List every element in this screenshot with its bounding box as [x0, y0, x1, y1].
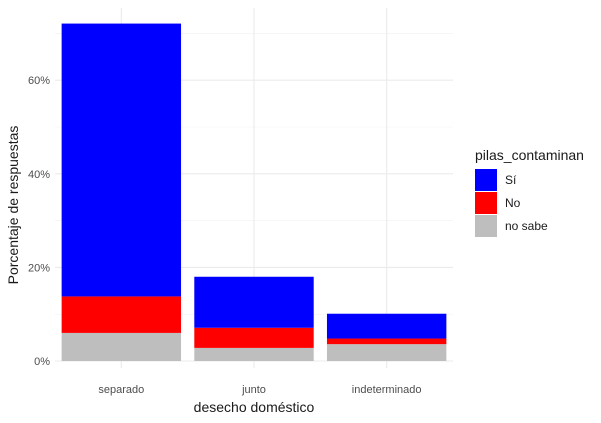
legend-title: pilas_contaminan: [475, 147, 584, 163]
x-axis-title: desecho doméstico: [194, 399, 315, 415]
bar-segment: [194, 327, 314, 348]
legend-key: [475, 215, 497, 237]
legend-label: no sabe: [505, 219, 548, 233]
bar-segment: [326, 344, 447, 361]
bars: [61, 23, 447, 361]
x-tick-label: junto: [241, 384, 266, 396]
legend: pilas_contaminan Sí No no sabe: [475, 147, 584, 237]
y-tick-label: 20%: [28, 262, 50, 274]
bar-segment: [61, 332, 182, 361]
bar-segment: [326, 338, 447, 345]
y-tick-label: 40%: [28, 169, 50, 181]
bar-segment: [326, 313, 447, 339]
bar-segment: [61, 23, 182, 297]
y-axis-title: Porcentaje de respuestas: [5, 126, 21, 285]
legend-key: [475, 169, 497, 191]
bar-segment: [194, 276, 314, 328]
legend-label: No: [505, 196, 521, 210]
legend-key: [475, 192, 497, 214]
x-tick-label: indeterminado: [352, 384, 422, 396]
x-axis-ticks: separado junto indeterminado: [98, 384, 421, 396]
x-tick-label: separado: [98, 384, 144, 396]
y-tick-label: 0%: [34, 356, 50, 368]
y-axis-ticks: 0% 20% 40% 60%: [28, 75, 50, 368]
bar-segment: [61, 296, 182, 333]
bar-segment: [194, 347, 314, 361]
y-tick-label: 60%: [28, 75, 50, 87]
legend-label: Sí: [505, 173, 517, 187]
